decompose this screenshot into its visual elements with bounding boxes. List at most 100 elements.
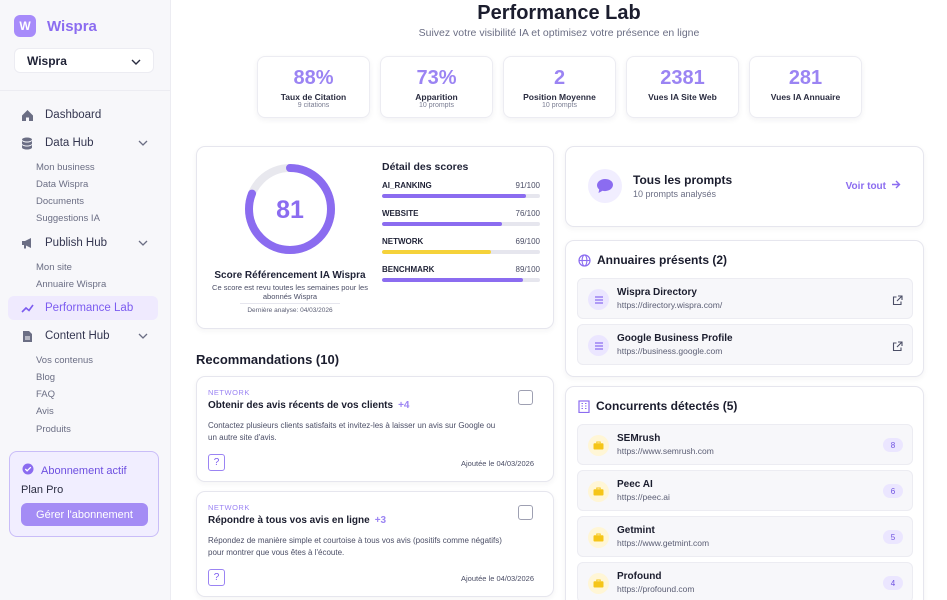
score-row: WEBSITE 76/100 (382, 209, 540, 226)
competitor-url: https://www.getmint.com (617, 538, 710, 548)
recommendation-description: Répondez de manière simple et courtoise … (208, 536, 502, 557)
recommendation-card: NETWORK Obtenir des avis récents de vos … (196, 376, 554, 482)
score-bar-track (382, 194, 540, 198)
stat-value: 73% (416, 67, 457, 89)
sidebar-divider (0, 90, 171, 91)
competitor-url: https://profound.com (617, 584, 695, 594)
competitor-count-badge: 6 (883, 484, 903, 498)
brand-logo: W (14, 15, 36, 37)
document-icon (20, 329, 34, 343)
nav-sub-annuaire-wispra[interactable]: Annuaire Wispra (36, 279, 107, 290)
competitor-item[interactable]: SEMrush https://www.semrush.com 8 (577, 424, 913, 465)
nav-publish-hub[interactable]: Publish Hub (8, 231, 158, 255)
score-row: NETWORK 69/100 (382, 237, 540, 254)
stat-card: 88% Taux de Citation 9 citations (257, 56, 370, 118)
competitors-title: Concurrents détectés (5) (578, 399, 737, 413)
external-link-icon[interactable] (892, 339, 903, 357)
competitor-item[interactable]: Peec AI https://peec.ai 6 (577, 470, 913, 511)
help-icon[interactable]: ? (208, 454, 225, 471)
score-row-name: NETWORK (382, 237, 424, 246)
page-subtitle: Suivez votre visibilité IA et optimisez … (418, 27, 700, 39)
recommendation-title: Répondre à tous vos avis en ligne +3 (208, 515, 386, 526)
nav-sub-documents[interactable]: Documents (36, 196, 85, 207)
chevron-down-icon (138, 330, 148, 342)
megaphone-icon (20, 236, 34, 250)
score-details-title: Détail des scores (382, 161, 469, 173)
view-all-label: Voir tout (845, 180, 886, 192)
recommendations-title: Recommandations (10) (196, 352, 340, 367)
nav-performance-lab[interactable]: Performance Lab (8, 296, 158, 320)
plan-title-label: Abonnement actif (41, 464, 127, 477)
score-row-name: WEBSITE (382, 209, 419, 218)
competitor-count-badge: 8 (883, 438, 903, 452)
score-row-name: AI_RANKING (382, 181, 432, 190)
workspace-select[interactable]: Wispra (14, 48, 154, 73)
prompts-card[interactable]: Tous les prompts 10 prompts analysés Voi… (565, 146, 924, 227)
recommendation-date: Ajoutée le 04/03/2026 (461, 459, 534, 468)
stat-card: 2 Position Moyenne 10 prompts (503, 56, 616, 118)
recommendation-checkbox[interactable] (518, 505, 533, 520)
competitor-item[interactable]: Profound https://profound.com 4 (577, 562, 913, 600)
chevron-down-icon (131, 54, 141, 68)
score-row-value: 91/100 (515, 181, 540, 190)
score-bar-fill (382, 194, 526, 198)
globe-icon (578, 253, 591, 267)
score-ring: 81 (245, 164, 335, 254)
recommendation-checkbox[interactable] (518, 390, 533, 405)
database-icon (20, 136, 34, 150)
recommendation-description: Contactez plusieurs clients satisfaits e… (208, 421, 496, 442)
manage-subscription-button[interactable]: Gérer l'abonnement (21, 503, 148, 526)
help-icon[interactable]: ? (208, 569, 225, 586)
brand[interactable]: W Wispra (14, 15, 97, 37)
stat-value: 281 (788, 67, 823, 89)
nav-sub-blog[interactable]: Blog (36, 372, 56, 383)
competitor-item[interactable]: Getmint https://www.getmint.com 5 (577, 516, 913, 557)
score-row-value: 76/100 (515, 209, 540, 218)
plan-card: Abonnement actif Plan Pro Gérer l'abonne… (9, 451, 159, 537)
briefcase-icon (588, 435, 609, 456)
competitor-name: Getmint (617, 525, 655, 536)
directory-url: https://business.google.com (617, 346, 723, 356)
score-analysis-date: Dernière analyse: 04/03/2026 (240, 303, 340, 314)
briefcase-icon (588, 527, 609, 548)
nav-sub-produits[interactable]: Produits (36, 424, 71, 435)
stat-label: Position Moyenne (523, 92, 596, 102)
nav-sub-mon-business[interactable]: Mon business (36, 162, 95, 173)
directory-name: Wispra Directory (617, 287, 697, 298)
recommendation-category: NETWORK (208, 388, 250, 397)
nav-data-hub[interactable]: Data Hub (8, 131, 158, 155)
score-bar-fill (382, 250, 492, 254)
recommendation-points: +4 (398, 400, 410, 411)
directories-title: Annuaires présents (2) (578, 253, 727, 267)
recommendation-title-text: Répondre à tous vos avis en ligne (208, 515, 370, 526)
competitor-url: https://www.semrush.com (617, 446, 714, 456)
nav-sub-data-wispra[interactable]: Data Wispra (36, 179, 89, 190)
directory-item[interactable]: Google Business Profile https://business… (577, 324, 913, 365)
nav-dashboard[interactable]: Dashboard (8, 103, 158, 127)
competitor-name: SEMrush (617, 433, 661, 444)
score-value: 81 (276, 196, 304, 224)
nav-sub-faq[interactable]: FAQ (36, 389, 56, 400)
trending-up-icon (20, 301, 34, 315)
plan-name: Plan Pro (21, 484, 64, 496)
prompts-subtitle: 10 prompts analysés (633, 189, 717, 199)
nav-sub-mon-site[interactable]: Mon site (36, 262, 72, 273)
stat-card: 2381 Vues IA Site Web (626, 56, 739, 118)
score-row: BENCHMARK 89/100 (382, 265, 540, 282)
nav-sub-avis[interactable]: Avis (36, 406, 54, 417)
nav-sub-vos-contenus[interactable]: Vos contenus (36, 355, 94, 366)
score-description: Ce score est revu toutes les semaines po… (212, 283, 368, 301)
nav-content-hub[interactable]: Content Hub (8, 324, 158, 348)
recommendation-title: Obtenir des avis récents de vos clients +… (208, 400, 409, 411)
check-circle-icon (22, 463, 34, 478)
nav-content-hub-label: Content Hub (45, 330, 110, 342)
external-link-icon[interactable] (892, 293, 903, 311)
nav-sub-suggestions-ia[interactable]: Suggestions IA (36, 213, 100, 224)
sidebar: W Wispra Wispra Dashboard Data Hub Mon b… (0, 0, 171, 600)
view-all-link[interactable]: Voir tout (846, 180, 901, 192)
building-icon (578, 399, 590, 413)
directory-item[interactable]: Wispra Directory https://directory.wispr… (577, 278, 913, 319)
nav-publish-hub-label: Publish Hub (45, 237, 108, 249)
score-bar-track (382, 250, 540, 254)
competitor-count-badge: 5 (883, 530, 903, 544)
